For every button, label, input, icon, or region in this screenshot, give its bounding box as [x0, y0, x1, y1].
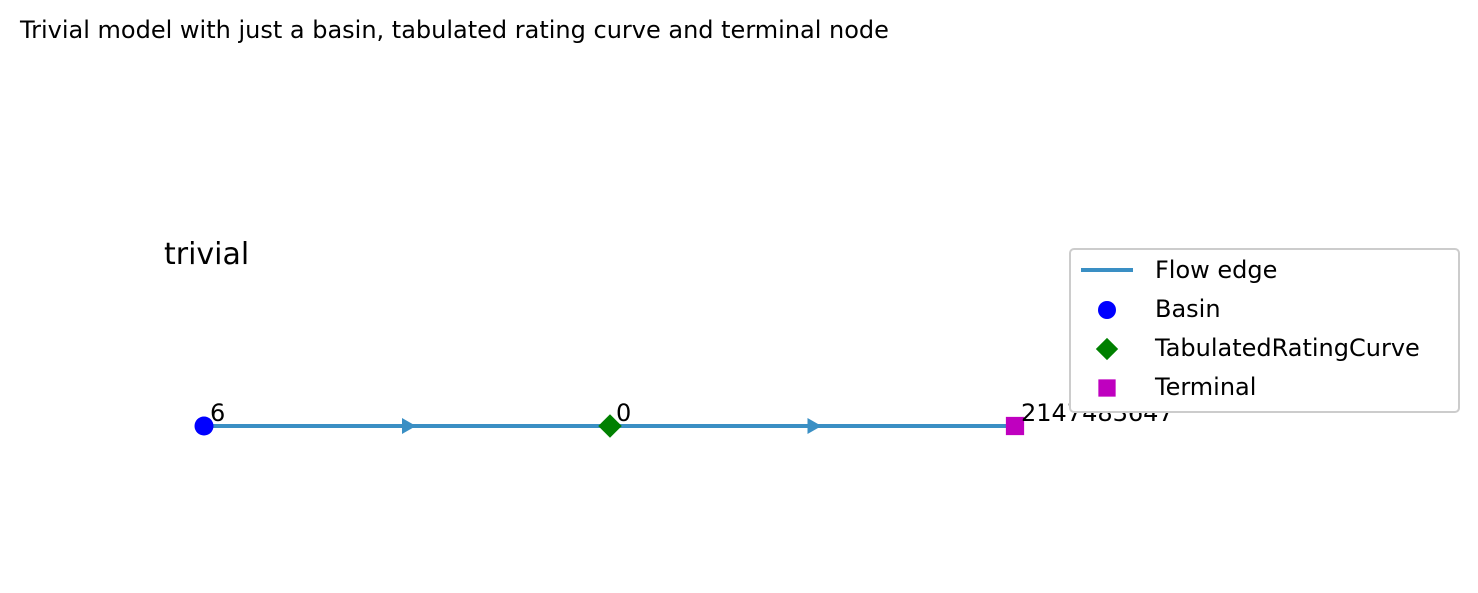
flow-edge-arrow-2	[807, 418, 822, 434]
legend-entry: Flow edge	[1081, 256, 1277, 284]
legend-label: Flow edge	[1155, 256, 1277, 284]
flow-edge-arrow-1	[402, 418, 416, 434]
legend-label: Terminal	[1154, 373, 1256, 401]
legend-swatch-diamond	[1095, 337, 1119, 361]
legend-entries: Flow edge Basin TabulatedRatingCurve Termin…	[1081, 256, 1420, 401]
legend-swatch-circle	[1098, 301, 1116, 319]
edges-layer	[204, 418, 1015, 434]
nodes-layer: 602147483647	[194, 399, 1174, 438]
legend-label: TabulatedRatingCurve	[1154, 334, 1420, 362]
legend-entry: TabulatedRatingCurve	[1095, 334, 1420, 362]
node-marker-basin	[194, 416, 214, 436]
legend-entry: Basin	[1098, 295, 1221, 323]
legend-frame	[1069, 248, 1460, 413]
model-label: trivial	[164, 237, 249, 272]
legend: Flow edge Basin TabulatedRatingCurve Termin…	[1069, 248, 1460, 413]
legend-entry: Terminal	[1098, 373, 1256, 401]
legend-swatch-square	[1098, 379, 1116, 397]
node-marker-tabulatedratingcurve	[598, 414, 622, 438]
node-marker-terminal	[1005, 416, 1025, 436]
node-id-label: 6	[210, 399, 225, 427]
figure-title: Trivial model with just a basin, tabulat…	[19, 16, 889, 44]
node-id-label: 0	[616, 399, 631, 427]
legend-label: Basin	[1155, 295, 1221, 323]
